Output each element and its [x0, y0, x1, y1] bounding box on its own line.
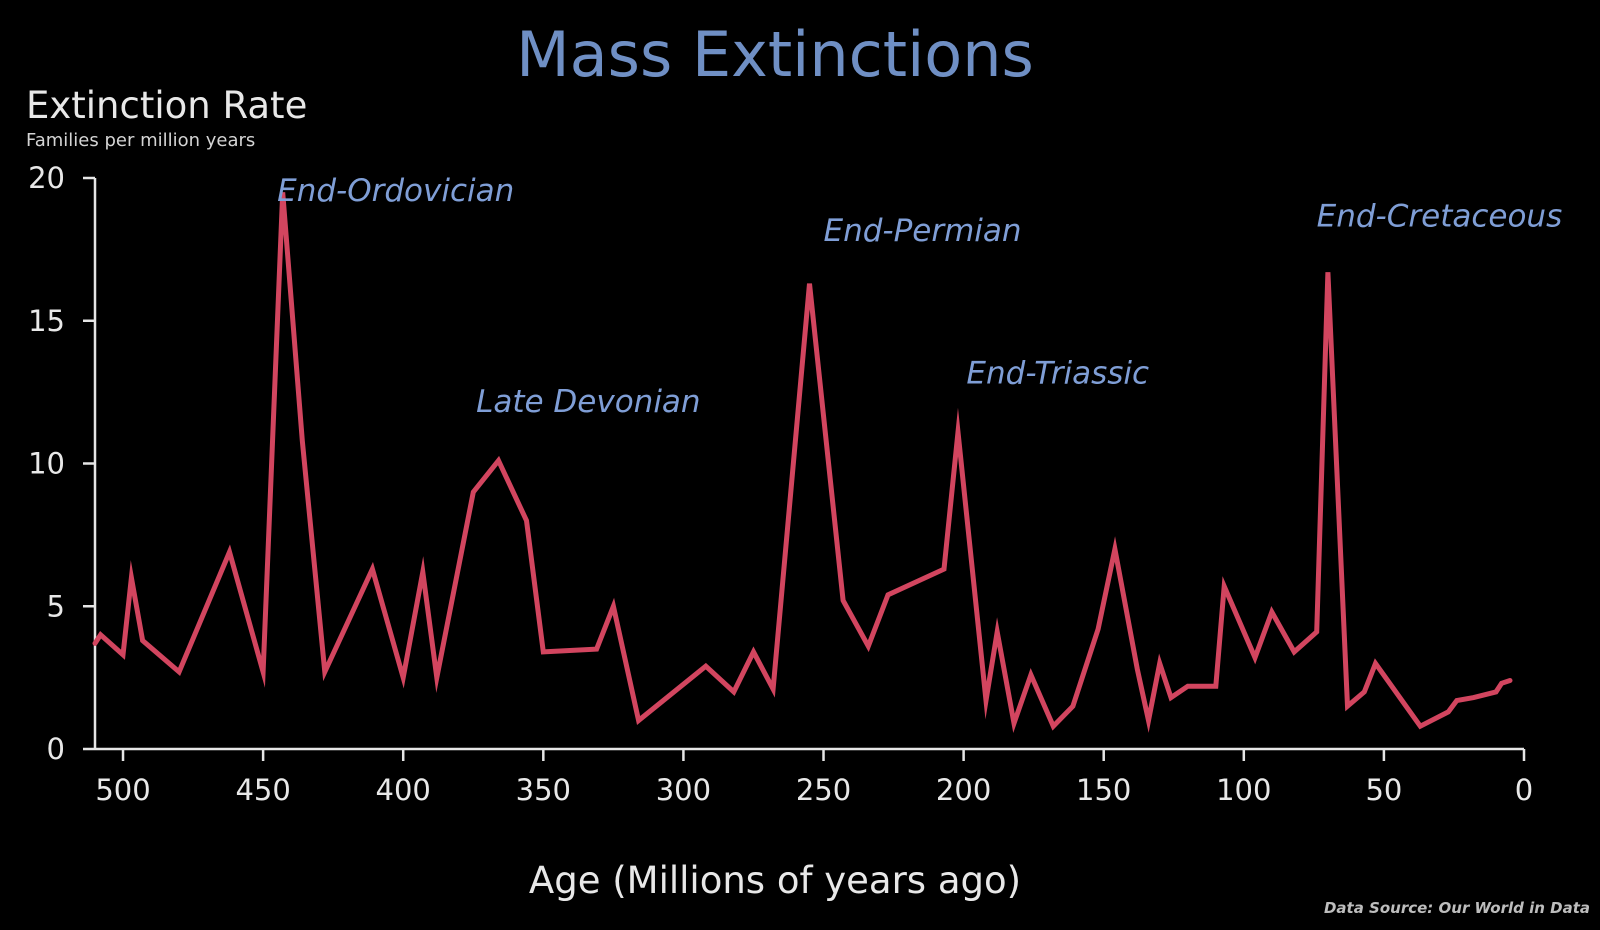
annotation-label: End-Triassic	[966, 356, 1149, 392]
annotation-label: End-Permian	[824, 213, 1022, 249]
annotation-label: End-Ordovician	[277, 173, 514, 209]
series-group	[92, 192, 1513, 734]
x-tick-label: 450	[235, 773, 290, 807]
x-tick-label: 0	[1515, 773, 1533, 807]
y-tick-label: 20	[28, 161, 65, 195]
y-axis-label: Extinction Rate	[26, 84, 307, 127]
x-tick-label: 400	[376, 773, 431, 807]
y-tick-label: 0	[47, 732, 65, 766]
x-tick-label: 150	[1076, 773, 1131, 807]
y-tick-label: 10	[28, 447, 65, 481]
annotation-label: Late Devonian	[476, 384, 701, 420]
x-tick-label: 500	[95, 773, 150, 807]
source-note: Data Source: Our World in Data	[1324, 899, 1590, 917]
y-tick-label: 15	[28, 304, 65, 338]
x-tick-label: 100	[1216, 773, 1271, 807]
y-tick-label: 5	[47, 589, 65, 623]
y-axis-ticks: 0 5 10 15 20	[28, 161, 95, 766]
x-tick-label: 250	[796, 773, 851, 807]
x-tick-label: 50	[1365, 773, 1402, 807]
x-axis-ticks: 500 450 400 350 300 250 200 150 100 50 0	[95, 749, 1533, 807]
annotation-label: End-Cretaceous	[1317, 199, 1563, 235]
x-tick-label: 300	[656, 773, 711, 807]
y-axis-units: Families per million years	[26, 130, 255, 151]
x-axis-label: Age (Millions of years ago)	[529, 859, 1021, 902]
annotations: End-Ordovician Late Devonian End-Permian En…	[277, 173, 1562, 420]
chart-title: Mass Extinctions	[516, 18, 1034, 91]
axes	[93, 178, 1524, 751]
x-tick-label: 200	[936, 773, 991, 807]
x-tick-label: 350	[516, 773, 571, 807]
extinction-rate-line	[92, 192, 1513, 734]
